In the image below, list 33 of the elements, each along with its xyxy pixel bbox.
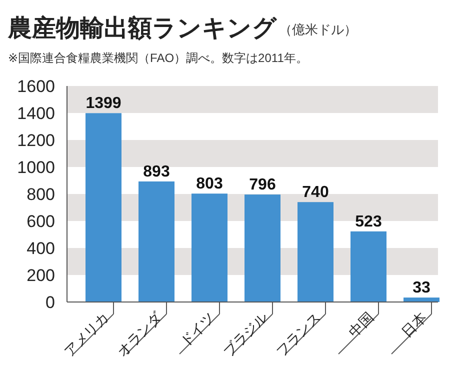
data-label: 796 [249,176,276,194]
bar [404,298,440,302]
bar [350,231,386,302]
x-tick-label: 中国 [346,308,377,340]
data-label: 33 [412,280,430,297]
y-tick-label: 1400 [17,104,55,123]
data-label: 740 [302,184,329,202]
x-tick-label: アメリカ [60,308,112,360]
x-tick-label: 日本 [398,308,430,340]
y-tick-label: 800 [26,185,55,204]
data-label: 523 [355,213,382,230]
bar [244,194,280,302]
data-label: 893 [143,163,170,180]
x-tick-label: オランダ [114,308,166,360]
bar [138,181,174,302]
x-tick-label: ドイツ [176,308,218,350]
data-label: 1399 [86,95,122,112]
y-tick-label: 1200 [17,131,55,150]
chart-title: 農産物輸出額ランキング [7,15,278,42]
y-tick-label: 1600 [17,77,55,96]
chart-subtitle: （億米ドル） [279,22,357,37]
bar [192,194,228,302]
data-label: 803 [196,176,223,193]
bar [86,113,122,302]
y-tick-label: 0 [46,293,55,312]
text: ※国際連合食糧農業機関（FAO）調べ。数字は2011年。 [8,51,308,65]
y-tick-label: 1000 [17,158,55,177]
bar [298,202,334,302]
x-tick-label: ブラジル [220,308,271,360]
x-tick-label: フランス [272,308,324,360]
y-tick-label: 200 [26,266,55,285]
y-tick-label: 600 [26,212,55,231]
y-tick-label: 400 [26,239,55,258]
